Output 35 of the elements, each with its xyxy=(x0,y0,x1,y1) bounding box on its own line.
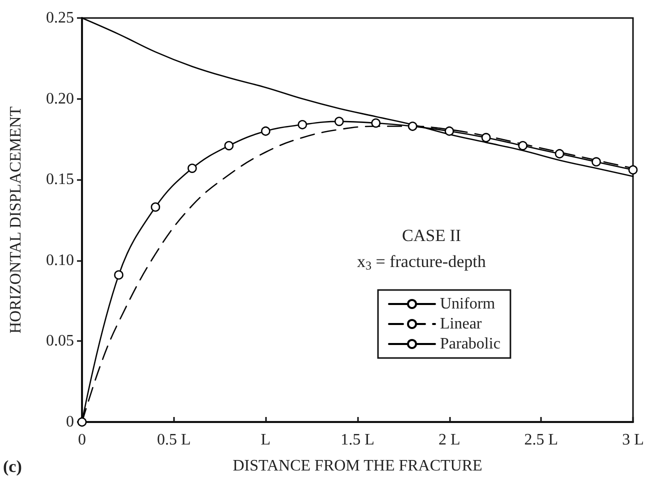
y-axis-title: HORIZONTAL DISPLACEMENT xyxy=(8,106,24,334)
point xyxy=(554,149,564,158)
point xyxy=(518,141,528,150)
point xyxy=(114,270,124,280)
point xyxy=(481,132,491,142)
x-tick-label: 3 L xyxy=(622,432,644,448)
legend-label: Linear xyxy=(440,316,482,332)
x-tick-label: 2 L xyxy=(438,432,460,448)
point xyxy=(334,116,344,126)
x-tick-label: 2.5 L xyxy=(524,432,558,448)
point xyxy=(444,126,454,136)
y-tick-label: 0.15 xyxy=(46,171,74,188)
point xyxy=(298,120,308,130)
point xyxy=(150,202,160,212)
point xyxy=(371,118,381,128)
y-tick-label: 0.25 xyxy=(46,10,74,26)
text: (c) xyxy=(3,457,22,476)
y-tick-label: 0.10 xyxy=(46,252,74,269)
point xyxy=(592,157,601,166)
point xyxy=(224,141,234,150)
point xyxy=(408,122,418,131)
point xyxy=(628,165,638,175)
legend-label: Uniform xyxy=(440,296,496,312)
legend-label: Parabolic xyxy=(440,336,500,352)
y-tick-label: 0.20 xyxy=(46,90,74,108)
x-tick-label: 0 xyxy=(78,432,86,448)
x-tick-label: L xyxy=(260,432,271,448)
point xyxy=(261,126,270,136)
annotation: CASE II xyxy=(402,226,462,245)
x-axis-title: DISTANCE FROM THE FRACTURE xyxy=(232,458,482,474)
x-tick-label: 1.5 L xyxy=(340,432,374,448)
x-tick-label: 0.5 L xyxy=(156,432,191,448)
point xyxy=(188,164,197,173)
y-tick-label: 0 xyxy=(66,414,74,430)
y-tick-label: 0.05 xyxy=(46,332,74,350)
